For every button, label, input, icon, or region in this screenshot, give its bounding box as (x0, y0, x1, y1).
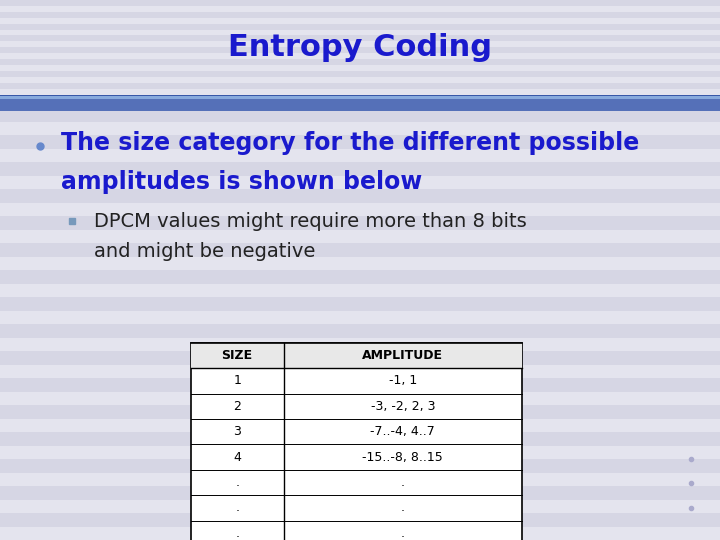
Bar (0, 89, 720, 94)
Bar (0, 30, 720, 36)
Bar (0, 392, 720, 405)
Bar (0, 284, 720, 297)
Bar (0, 135, 720, 148)
Bar (0, 99, 720, 111)
Bar (0, 36, 720, 42)
Bar (191, 343, 522, 368)
Bar (0, 81, 720, 94)
Bar (0, 256, 720, 270)
Bar (0, 526, 720, 540)
Bar (0, 77, 720, 83)
Text: -3, -2, 2, 3: -3, -2, 2, 3 (371, 400, 435, 413)
Bar (0, 14, 720, 27)
Bar (0, 364, 720, 378)
Bar (0, 432, 720, 445)
Bar (0, 0, 720, 14)
Bar (0, 310, 720, 324)
Bar (0, 216, 720, 229)
Bar (0, 59, 720, 65)
Text: amplitudes is shown below: amplitudes is shown below (61, 170, 423, 194)
Bar (0, 338, 720, 351)
Bar (0, 418, 720, 432)
Bar (0, 40, 720, 54)
Text: SIZE: SIZE (222, 349, 253, 362)
Text: 1: 1 (233, 374, 241, 388)
Bar (0, 97, 720, 99)
Bar (0, 65, 720, 71)
Text: Entropy Coding: Entropy Coding (228, 33, 492, 62)
Text: -1, 1: -1, 1 (389, 374, 417, 388)
Text: .: . (401, 501, 405, 515)
Text: 3: 3 (233, 425, 241, 438)
Text: 4: 4 (233, 450, 241, 464)
Bar (0, 176, 720, 189)
Text: 2: 2 (233, 400, 241, 413)
Bar (0, 486, 720, 500)
Bar (0, 297, 720, 310)
Text: .: . (401, 476, 405, 489)
Bar (0, 513, 720, 526)
Bar (0, 162, 720, 176)
Bar (0, 94, 720, 108)
Bar (0, 405, 720, 418)
Bar (0, 24, 720, 30)
Bar (0, 459, 720, 472)
Bar (0, 324, 720, 338)
Bar (0, 351, 720, 364)
Bar (0, 270, 720, 284)
Bar (0, 48, 720, 53)
Bar (0, 18, 720, 24)
Text: .: . (235, 526, 239, 540)
Text: -7..-4, 4..7: -7..-4, 4..7 (370, 425, 435, 438)
Bar (0, 378, 720, 392)
Bar (0, 500, 720, 513)
Bar (0, 27, 720, 40)
Bar (0, 472, 720, 486)
Text: .: . (235, 501, 239, 515)
Text: .: . (235, 476, 239, 489)
Bar (0, 202, 720, 216)
Bar (0, 6, 720, 12)
Text: The size category for the different possible: The size category for the different poss… (61, 131, 639, 155)
Text: AMPLITUDE: AMPLITUDE (362, 349, 444, 362)
Bar (0, 108, 720, 122)
Text: -15..-8, 8..15: -15..-8, 8..15 (362, 450, 443, 464)
Bar (0, 53, 720, 59)
Bar (0, 446, 720, 459)
Bar (0, 12, 720, 18)
Bar (0, 68, 720, 81)
Bar (0, 148, 720, 162)
Bar (0, 71, 720, 77)
Bar (0, 83, 720, 89)
Bar (0, 94, 720, 97)
Text: DPCM values might require more than 8 bits: DPCM values might require more than 8 bi… (94, 212, 526, 231)
Bar (0, 122, 720, 135)
Bar (0, 243, 720, 256)
Text: .: . (401, 526, 405, 540)
Bar (0, 0, 720, 6)
Bar (0, 189, 720, 202)
Bar (0, 42, 720, 47)
Bar (0, 54, 720, 68)
Bar (191, 343, 522, 540)
Text: and might be negative: and might be negative (94, 241, 315, 261)
Bar (0, 230, 720, 243)
